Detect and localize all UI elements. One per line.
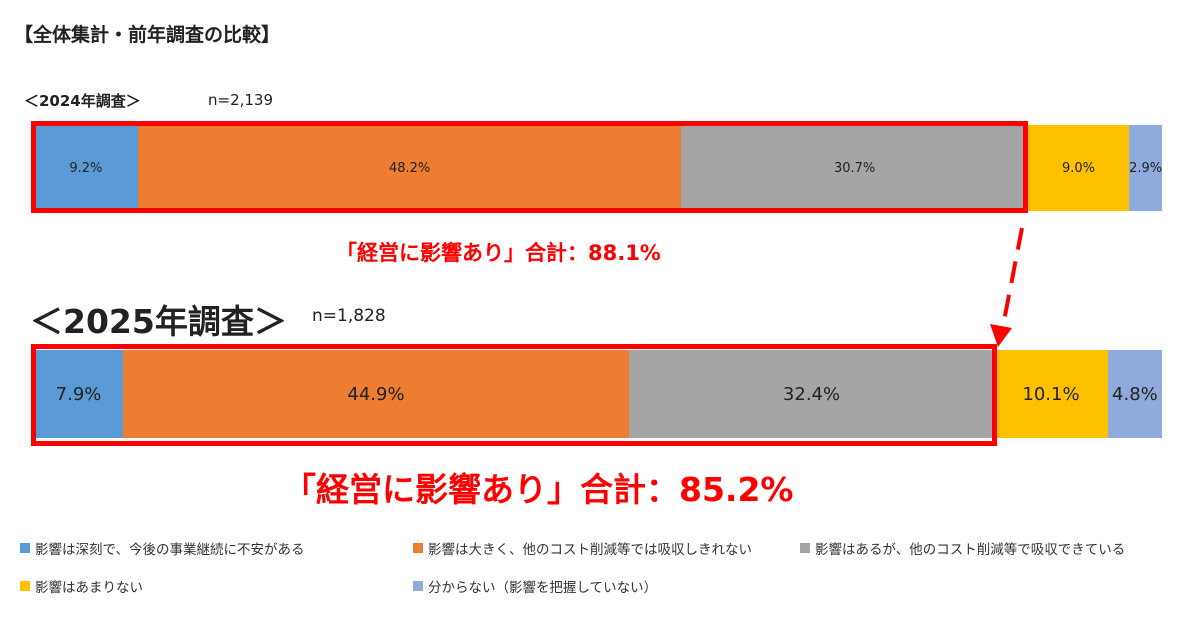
legend-swatch-3 (800, 543, 810, 553)
legend-item-1: 影響は深刻で、今後の事業継続に不安がある (20, 538, 304, 558)
legend-item-2: 影響は大きく、他のコスト削減等では吸収しきれない (413, 538, 752, 558)
bar-segment-2025-3: 32.4% (628, 350, 995, 438)
total-2025: 「経営に影響あり」合計：85.2% (283, 470, 794, 509)
legend-swatch-4 (20, 581, 30, 591)
data-label: 44.9% (347, 383, 405, 405)
bar-segment-2024-3: 30.7% (681, 125, 1028, 211)
highlight-box-2025 (31, 344, 997, 446)
legend-item-4: 影響はあまりない (20, 576, 143, 596)
bar-segment-2025-1: 7.9% (34, 350, 124, 438)
data-label: 30.7% (833, 160, 876, 176)
bar-segment-2025-5: 4.8% (1107, 350, 1162, 438)
legend-label-2: 影響は大きく、他のコスト削減等では吸収しきれない (428, 542, 752, 558)
data-label: 9.0% (1061, 160, 1095, 176)
legend-item-5: 分からない（影響を把握していない） (413, 576, 657, 596)
series-2024-label: ＜2024年調査＞ (24, 92, 141, 110)
bar-segment-2024-4: 9.0% (1027, 125, 1130, 211)
chart-title: 【全体集計・前年調査の比較】 (14, 24, 281, 46)
data-label: 4.8% (1112, 383, 1158, 405)
legend-label-5: 分からない（影響を把握していない） (428, 580, 658, 596)
legend-item-3: 影響はあるが、他のコスト削減等で吸収できている (800, 538, 1125, 558)
legend-label-1: 影響は深刻で、今後の事業継続に不安がある (35, 542, 305, 558)
data-label: 32.4% (782, 383, 841, 405)
legend-swatch-1 (20, 543, 30, 553)
bar-segment-2024-1: 9.2% (34, 125, 138, 211)
data-label: 10.1% (1022, 383, 1080, 405)
legend-label-3: 影響はあるが、他のコスト削減等で吸収できている (815, 542, 1126, 558)
bar-segment-2024-2: 48.2% (137, 125, 682, 211)
legend-swatch-2 (413, 543, 423, 553)
data-label: 2.9% (1129, 160, 1163, 176)
bar-segment-2024-5: 2.9% (1129, 125, 1162, 211)
data-label: 9.2% (69, 160, 103, 176)
bar-2025: 7.9% 44.9% 32.4% 10.1% 4.8% (34, 350, 1162, 438)
data-label: 48.2% (388, 160, 431, 176)
series-2025-n: n=1,828 (312, 306, 386, 326)
bar-2024: 9.2% 48.2% 30.7% 9.0% 2.9% (34, 125, 1162, 211)
data-label: 7.9% (55, 383, 102, 405)
series-2025-label: ＜2025年調査＞ (30, 302, 287, 341)
bar-segment-2025-4: 10.1% (994, 350, 1108, 438)
series-2024-n: n=2,139 (208, 91, 274, 109)
highlight-box-2024 (31, 121, 1028, 213)
total-2024: 「経営に影響あり」合計：88.1% (336, 241, 661, 265)
legend-label-4: 影響はあまりない (35, 580, 143, 596)
legend-swatch-5 (413, 581, 423, 591)
bar-segment-2025-2: 44.9% (123, 350, 629, 438)
